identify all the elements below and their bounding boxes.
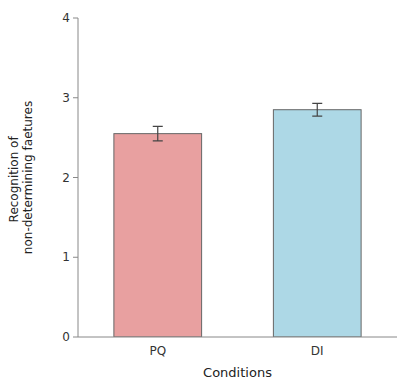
bar <box>114 134 202 337</box>
y-tick <box>73 18 78 19</box>
chart: 0 1 2 3 4 PQ DI Conditions Recognition of non-de… <box>0 0 413 389</box>
y-tick <box>73 257 78 258</box>
x-axis-label: Conditions <box>203 365 272 380</box>
y-axis-label-line: non-determining faetures <box>21 101 35 254</box>
x-tick-label: DI <box>311 344 324 358</box>
x-axis: PQ DI <box>78 337 397 358</box>
bars <box>114 103 361 337</box>
error-bar <box>153 126 163 140</box>
y-tick-label: 4 <box>62 11 70 25</box>
bar <box>273 110 361 337</box>
y-axis-line <box>78 18 79 337</box>
y-tick-label: 0 <box>62 330 70 344</box>
x-axis-line <box>78 337 397 338</box>
y-axis-label-line: Recognition of <box>7 133 21 223</box>
y-tick <box>73 337 78 338</box>
chart-container: 0 1 2 3 4 PQ DI Conditions Recognition of non-de… <box>0 0 413 389</box>
y-tick-label: 2 <box>62 171 70 185</box>
y-axis-label: Recognition of non-determining faetures <box>7 101 35 254</box>
y-tick <box>73 177 78 178</box>
y-tick-label: 1 <box>62 250 70 264</box>
error-bar <box>312 103 322 116</box>
x-tick-label: PQ <box>149 344 166 358</box>
y-tick-label: 3 <box>62 91 70 105</box>
y-axis: 0 1 2 3 4 <box>62 11 78 344</box>
y-tick <box>73 97 78 98</box>
